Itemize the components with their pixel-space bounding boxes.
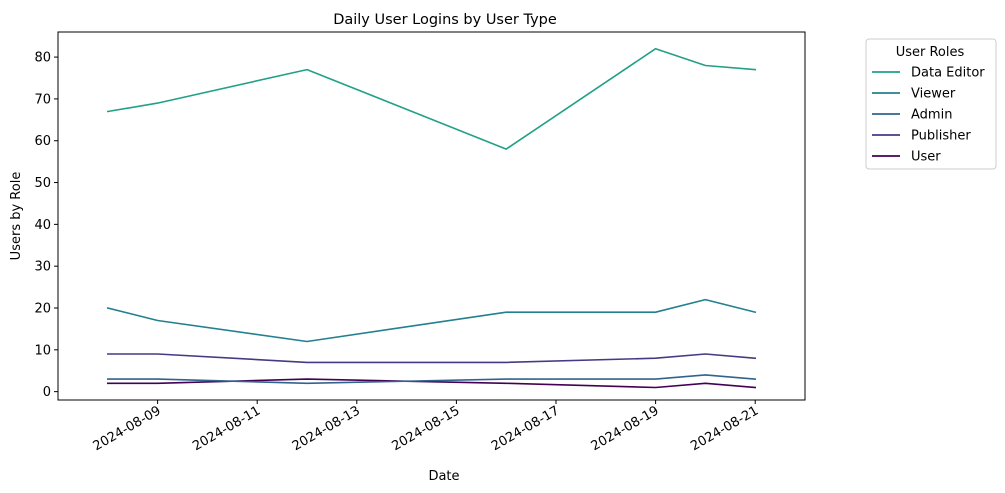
x-axis-label: Date xyxy=(428,469,459,484)
chart-title: Daily User Logins by User Type xyxy=(333,12,557,28)
legend-entry-label: Admin xyxy=(911,108,952,123)
x-tick-label: 2024-08-21 xyxy=(688,403,761,454)
y-tick-label: 10 xyxy=(34,343,51,358)
series-line-publisher xyxy=(107,353,757,364)
x-tick-label: 2024-08-09 xyxy=(91,403,164,454)
legend: User Roles Data Editor Viewer Admin Publish… xyxy=(865,38,997,170)
legend-entry-label: Viewer xyxy=(911,87,956,102)
x-tick-label: 2024-08-15 xyxy=(389,403,462,454)
y-axis-label: Users by Role xyxy=(9,172,24,261)
legend-entry-label: Publisher xyxy=(911,129,971,144)
series-line-viewer xyxy=(106,298,757,343)
plot-area-frame xyxy=(57,31,806,401)
series-line-admin xyxy=(107,374,757,385)
y-tick-label: 50 xyxy=(34,176,51,191)
series-line-user xyxy=(107,378,757,389)
series-line-data-editor xyxy=(106,47,757,150)
x-tick-label: 2024-08-11 xyxy=(190,403,263,454)
y-tick-label: 70 xyxy=(34,92,51,107)
x-tick-label: 2024-08-19 xyxy=(589,403,662,454)
y-tick-label: 40 xyxy=(34,218,51,233)
x-tick-label: 2024-08-17 xyxy=(489,403,562,454)
y-tick-label: 0 xyxy=(43,385,51,400)
y-tick-label: 30 xyxy=(34,260,51,275)
y-tick-label: 20 xyxy=(34,302,51,317)
y-tick-label: 60 xyxy=(34,134,51,149)
x-tick-label: 2024-08-13 xyxy=(290,403,363,454)
legend-entry-label: Data Editor xyxy=(911,66,985,81)
legend-entry-label: User xyxy=(911,150,941,165)
legend-title: User Roles xyxy=(896,45,965,60)
y-tick-label: 80 xyxy=(34,51,51,66)
